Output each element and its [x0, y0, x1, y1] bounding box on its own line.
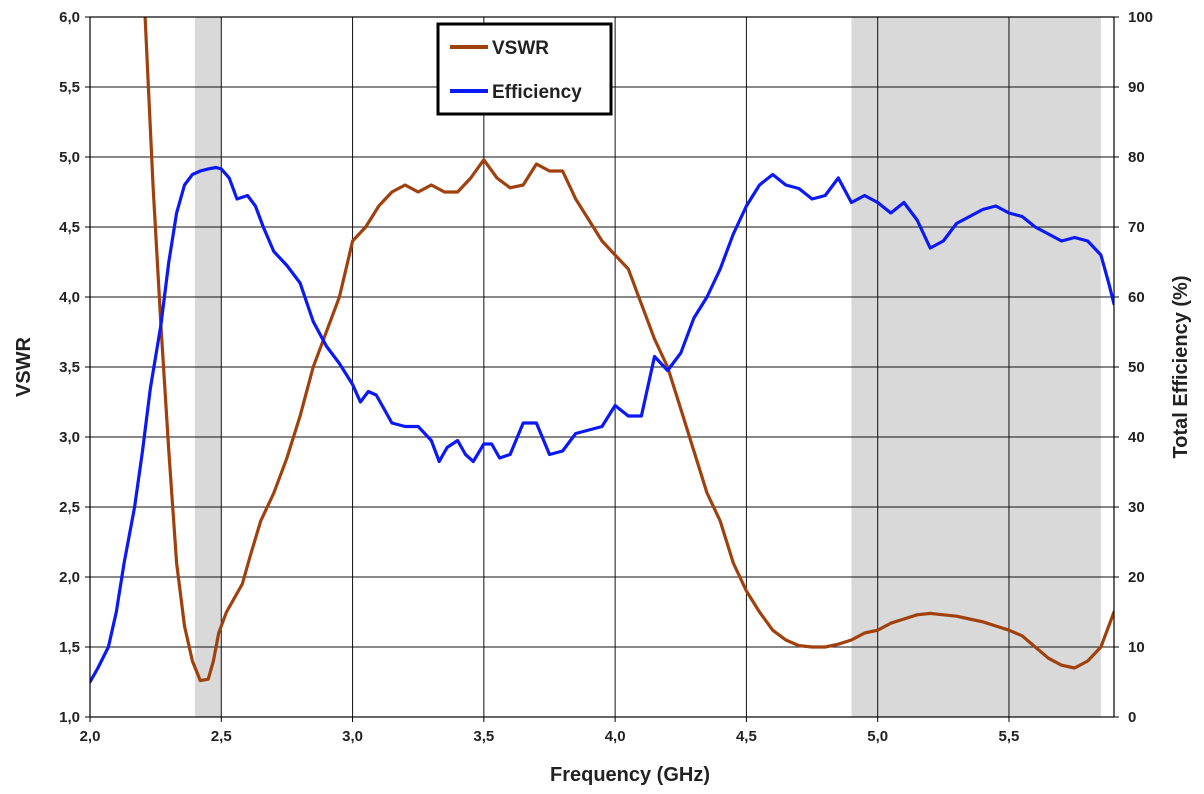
y2-tick-label: 90	[1128, 79, 1145, 96]
y-tick-label: 5,0	[59, 149, 80, 166]
x-tick-label: 3,5	[473, 728, 494, 745]
y2-axis-ticks: 0 10 20 30 40 50 60 70 80 90 100	[1114, 9, 1153, 726]
y-tick-label: 6,0	[59, 9, 80, 26]
y2-tick-label: 50	[1128, 359, 1145, 376]
y-tick-label: 2,5	[59, 499, 80, 516]
y-axis-title: VSWR	[13, 336, 35, 397]
x-axis-ticks: 2,0 2,5 3,0 3,5 4,0 4,5 5,0 5,5	[80, 717, 1020, 745]
series-line-vswr	[143, 17, 1114, 683]
y2-tick-label: 100	[1128, 9, 1153, 26]
y-tick-label: 4,5	[59, 219, 80, 236]
y2-tick-label: 10	[1128, 639, 1145, 656]
x-tick-label: 5,5	[999, 728, 1020, 745]
y-tick-label: 4,0	[59, 289, 80, 306]
y-tick-label: 5,5	[59, 79, 80, 96]
legend-box	[436, 22, 613, 116]
legend: VSWR Efficiency	[436, 22, 613, 116]
y-tick-label: 2,0	[59, 569, 80, 586]
y2-tick-label: 70	[1128, 219, 1145, 236]
y-tick-label: 1,5	[59, 639, 80, 656]
grid-lines	[90, 17, 1114, 717]
series-line-efficiency	[90, 165, 1114, 684]
x-tick-label: 4,0	[605, 728, 626, 745]
legend-label-efficiency: Efficiency	[492, 82, 582, 103]
y2-tick-label: 0	[1128, 709, 1136, 726]
legend-label-vswr: VSWR	[492, 38, 549, 59]
y2-axis-title: Total Efficiency (%)	[1170, 276, 1192, 459]
y-tick-label: 3,0	[59, 429, 80, 446]
y2-tick-label: 60	[1128, 289, 1145, 306]
y-tick-label: 3,5	[59, 359, 80, 376]
y2-tick-label: 80	[1128, 149, 1145, 166]
y2-tick-label: 40	[1128, 429, 1145, 446]
y-tick-label: 1,0	[59, 709, 80, 726]
x-axis-title: Frequency (GHz)	[550, 764, 710, 786]
x-tick-label: 3,0	[342, 728, 363, 745]
series-lines	[90, 17, 1114, 684]
y2-tick-label: 30	[1128, 499, 1145, 516]
y-axis-ticks: 1,0 1,5 2,0 2,5 3,0 3,5 4,0 4,5 5,0 5,5 6,0	[59, 9, 90, 726]
y2-tick-label: 20	[1128, 569, 1145, 586]
x-tick-label: 2,5	[211, 728, 232, 745]
x-tick-label: 2,0	[80, 728, 101, 745]
x-tick-label: 5,0	[867, 728, 888, 745]
x-tick-label: 4,5	[736, 728, 757, 745]
